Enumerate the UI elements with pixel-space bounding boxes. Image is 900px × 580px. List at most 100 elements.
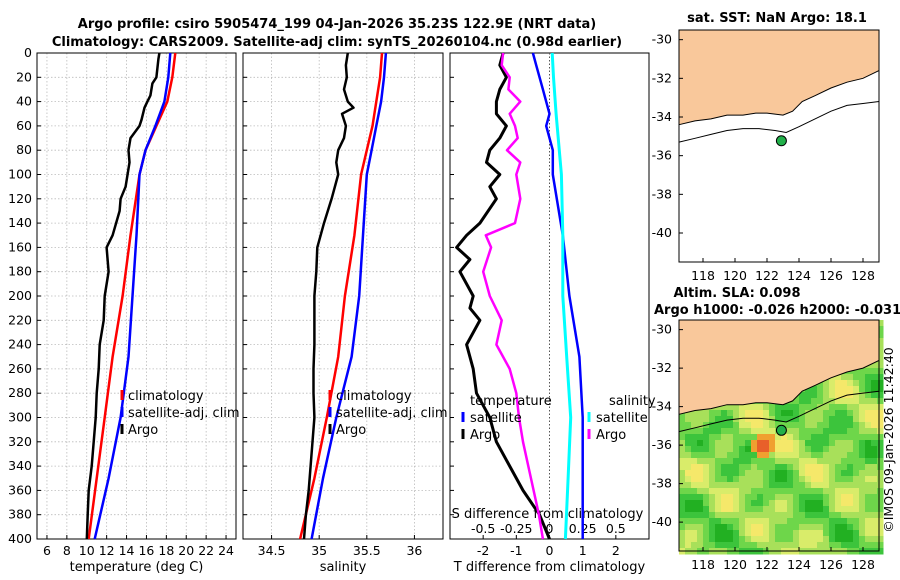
sla-cell	[811, 524, 818, 531]
sla-cell	[799, 446, 806, 453]
sla-cell	[709, 422, 716, 429]
sla-cell	[793, 488, 800, 495]
sla-cell	[835, 494, 842, 501]
sla-cell	[715, 536, 722, 543]
sla-cell	[781, 452, 788, 459]
sla-cell	[805, 464, 812, 471]
sla-cell	[865, 428, 872, 435]
sla-cell	[829, 428, 836, 435]
sla-cell	[751, 404, 758, 411]
sla-cell	[793, 422, 800, 429]
sla-cell	[691, 482, 698, 489]
sla-cell	[835, 428, 842, 435]
legend-label: satellite	[596, 411, 648, 426]
sla-cell	[829, 440, 836, 447]
sla-cell	[745, 542, 752, 549]
sla-cell	[697, 446, 704, 453]
sla-cell	[871, 392, 878, 399]
sla-cell	[685, 464, 692, 471]
sla-cell	[721, 530, 728, 537]
sla-cell	[823, 464, 830, 471]
sla-cell	[841, 512, 848, 519]
sla-cell	[763, 542, 770, 549]
sla-cell	[787, 440, 794, 447]
sla-cell	[835, 524, 842, 531]
sla-cell	[841, 464, 848, 471]
sla-cell	[841, 434, 848, 441]
sla-cell	[769, 518, 776, 525]
sla-cell	[703, 542, 710, 549]
sla-cell	[871, 410, 878, 417]
sla-cell	[775, 440, 782, 447]
sla-cell	[751, 464, 758, 471]
sla-cell	[811, 476, 818, 483]
x-axis-label: salinity	[320, 560, 367, 575]
sla-cell	[757, 494, 764, 501]
sla-cell	[751, 536, 758, 543]
sla-cell	[835, 464, 842, 471]
sla-cell	[775, 464, 782, 471]
sla-cell	[871, 518, 878, 525]
sla-cell	[709, 434, 716, 441]
sla-cell	[841, 374, 848, 381]
sla-cell	[877, 320, 884, 327]
sla-cell	[841, 488, 848, 495]
sla-cell	[871, 542, 878, 549]
argo-line	[85, 52, 161, 540]
sla-cell	[703, 494, 710, 501]
sla-cell	[703, 506, 710, 513]
sla-cell	[733, 500, 740, 507]
sla-cell	[745, 452, 752, 459]
sla-cell	[793, 476, 800, 483]
sla-cell	[841, 524, 848, 531]
sla-cell	[853, 536, 860, 543]
sla-cell	[745, 446, 752, 453]
sla-cell	[679, 500, 686, 507]
sla-cell	[715, 422, 722, 429]
sla-cell	[835, 398, 842, 405]
sla-cell	[751, 512, 758, 519]
sla-cell	[679, 512, 686, 519]
sla-cell	[871, 440, 878, 447]
sla-cell	[739, 512, 746, 519]
sla-cell	[769, 446, 776, 453]
sla-cell	[817, 440, 824, 447]
sla-cell	[853, 368, 860, 375]
top-x-tick-label: -0.25	[500, 521, 532, 536]
sla-cell	[841, 452, 848, 459]
sla-cell	[877, 524, 884, 531]
sla-cell	[703, 464, 710, 471]
sla-cell	[715, 476, 722, 483]
sla-cell	[697, 452, 704, 459]
y-tick-label: 0	[24, 45, 32, 60]
sla-cell	[877, 422, 884, 429]
sla-cell	[793, 518, 800, 525]
sla-cell	[871, 452, 878, 459]
sla-cell	[823, 518, 830, 525]
sla-cell	[769, 422, 776, 429]
sla-cell	[757, 512, 764, 519]
sla-cell	[877, 386, 884, 393]
sla-cell	[823, 410, 830, 417]
sla-cell	[709, 482, 716, 489]
sla-cell	[751, 416, 758, 423]
sla-cell	[871, 386, 878, 393]
sla-cell	[739, 440, 746, 447]
sla-cell	[757, 464, 764, 471]
sla-cell	[811, 488, 818, 495]
map-y-tick-label: -40	[652, 225, 672, 240]
sla-cell	[877, 518, 884, 525]
sla-cell	[697, 512, 704, 519]
sla-cell	[763, 518, 770, 525]
sla-cell	[799, 488, 806, 495]
sla-cell	[835, 386, 842, 393]
sla-cell	[733, 452, 740, 459]
sla-cell	[745, 500, 752, 507]
sla-cell	[691, 494, 698, 501]
sla-cell	[817, 392, 824, 399]
sla-cell	[859, 380, 866, 387]
sla-cell	[817, 470, 824, 477]
sla-cell	[781, 488, 788, 495]
sla-cell	[775, 422, 782, 429]
sla-cell	[769, 542, 776, 549]
